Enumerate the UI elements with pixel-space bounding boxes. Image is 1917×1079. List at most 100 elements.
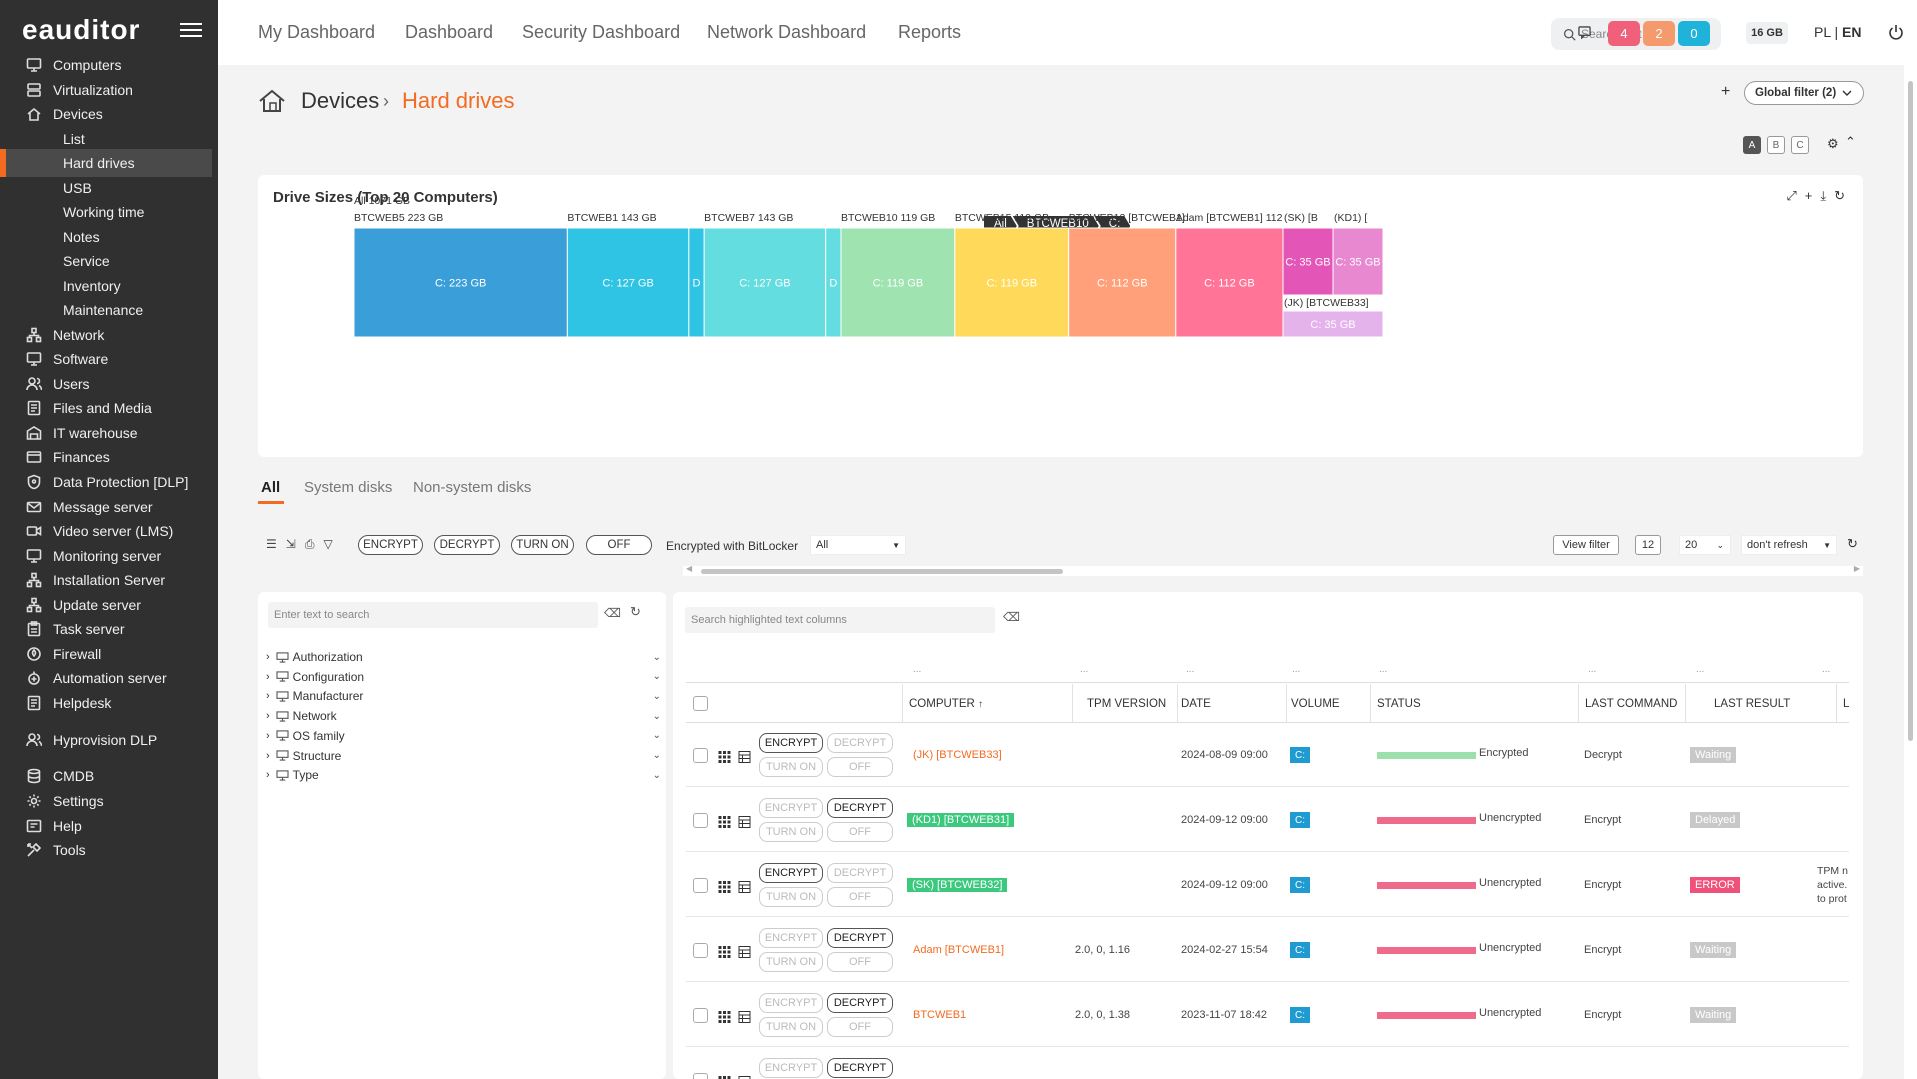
column-menu-icon[interactable]: ...	[1822, 664, 1831, 675]
table-details-icon[interactable]	[738, 750, 751, 763]
sidebar-item-network[interactable]: Network	[0, 321, 212, 349]
add-icon[interactable]: +	[1721, 83, 1731, 100]
sidebar-item-settings[interactable]: Settings	[0, 787, 212, 815]
row-encrypt-button[interactable]: ENCRYPT	[759, 993, 823, 1013]
add-icon[interactable]: +	[1804, 188, 1813, 203]
alert-badge-blue[interactable]: 0	[1678, 21, 1710, 46]
treemap-cell[interactable]	[353, 227, 568, 338]
nav-security-dashboard[interactable]: Security Dashboard	[522, 22, 681, 42]
table-row[interactable]	[686, 787, 1849, 852]
row-encrypt-button[interactable]: ENCRYPT	[759, 863, 823, 883]
sidebar-item-message-server[interactable]: Message server	[0, 493, 212, 521]
sidebar-item-automation-server[interactable]: Automation server	[0, 664, 212, 692]
chevron-down-icon[interactable]: ⌄	[652, 671, 661, 683]
treemap-cell[interactable]	[1332, 227, 1384, 296]
table-details-icon[interactable]	[738, 815, 751, 828]
column-separator[interactable]	[1177, 684, 1178, 722]
off-all-button[interactable]: OFF	[586, 535, 652, 555]
row-decrypt-button[interactable]: DECRYPT	[827, 993, 893, 1013]
view-filter-button[interactable]: View filter	[1553, 535, 1619, 555]
tab-all[interactable]: All	[261, 479, 281, 496]
row-off-button[interactable]: OFF	[827, 822, 893, 842]
row-checkbox[interactable]	[693, 748, 708, 763]
filter-group-os-family[interactable]: › OS family ⌄	[266, 729, 661, 743]
filter-group-structure[interactable]: › Structure ⌄	[266, 749, 661, 763]
sidebar-item-users[interactable]: Users	[0, 370, 212, 398]
sidebar-item-virtualization[interactable]: Virtualization	[0, 76, 212, 104]
chevron-down-icon[interactable]: ⌄	[652, 730, 661, 742]
decrypt-all-button[interactable]: DECRYPT	[434, 535, 500, 555]
sidebar-item-help[interactable]: Help	[0, 812, 212, 840]
vscroll-thumb[interactable]	[1908, 81, 1913, 741]
table-row[interactable]	[686, 722, 1849, 787]
sidebar-item-hyprovision-dlp[interactable]: Hyprovision DLP	[0, 726, 212, 754]
column-header-l[interactable]: L	[1843, 698, 1849, 710]
row-encrypt-button[interactable]: ENCRYPT	[759, 733, 823, 753]
sidebar-item-monitoring-server[interactable]: Monitoring server	[0, 542, 212, 570]
chevron-down-icon[interactable]: ⌄	[652, 750, 661, 761]
sidebar-item-tools[interactable]: Tools	[0, 836, 212, 864]
sidebar-item-update-server[interactable]: Update server	[0, 591, 212, 619]
tab-system-disks[interactable]: System disks	[304, 479, 393, 496]
table-details-icon[interactable]	[738, 945, 751, 958]
chevron-right-icon[interactable]: ›	[266, 729, 270, 742]
sidebar-item-working-time[interactable]: Working time	[0, 198, 212, 226]
tree-view-icon[interactable]: ☰	[266, 537, 277, 551]
filter-group-authorization[interactable]: › Authorization ⌄	[266, 650, 661, 664]
sidebar-item-inventory[interactable]: Inventory	[0, 272, 212, 300]
column-header-tpm-version[interactable]: TPM VERSION	[1087, 698, 1166, 710]
filter-group-network[interactable]: › Network ⌄	[266, 709, 661, 723]
scroll-left-icon[interactable]: ◀	[686, 564, 693, 573]
home-icon[interactable]	[258, 88, 288, 114]
sidebar-item-data-protection-dlp[interactable]: Data Protection [DLP]	[0, 468, 212, 496]
chevron-down-icon[interactable]: ⌄	[652, 690, 661, 702]
turn-on-all-button[interactable]: TURN ON	[511, 535, 574, 555]
column-menu-icon[interactable]: ...	[1588, 664, 1597, 675]
table-row[interactable]	[686, 917, 1849, 982]
lang-en[interactable]: EN	[1842, 24, 1862, 40]
treemap-cell[interactable]	[703, 227, 827, 338]
row-checkbox[interactable]	[693, 1073, 708, 1079]
encrypt-all-button[interactable]: ENCRYPT	[358, 535, 423, 555]
nav-reports[interactable]: Reports	[898, 22, 962, 42]
chevron-right-icon[interactable]: ›	[266, 670, 270, 683]
layout-b-button[interactable]: B	[1767, 136, 1785, 154]
row-decrypt-button[interactable]: DECRYPT	[827, 863, 893, 883]
sidebar-item-installation-server[interactable]: Installation Server	[0, 566, 212, 594]
chevron-down-icon[interactable]: ⌄	[652, 651, 661, 663]
treemap-cell[interactable]	[566, 227, 690, 338]
filter-group-configuration[interactable]: › Configuration ⌄	[266, 670, 661, 684]
column-separator[interactable]	[1578, 684, 1579, 722]
computer-link[interactable]: (JK) [BTCWEB33]	[913, 749, 1002, 761]
sidebar-item-finances[interactable]: Finances	[0, 443, 212, 471]
computer-link[interactable]: Adam [BTCWEB1]	[913, 944, 1005, 956]
export-icon[interactable]: ⇲	[285, 537, 296, 551]
chevron-right-icon[interactable]: ›	[266, 710, 270, 723]
computer-link[interactable]: BTCWEB1	[913, 1009, 967, 1021]
table-row[interactable]	[686, 852, 1849, 917]
bitlocker-select[interactable]: All ▼	[810, 535, 906, 555]
filter-group-type[interactable]: › Type ⌄	[266, 768, 661, 782]
chevron-down-icon[interactable]: ⌄	[652, 769, 661, 781]
sidebar-item-cmdb[interactable]: CMDB	[0, 762, 212, 790]
column-menu-icon[interactable]: ...	[1186, 664, 1195, 675]
grid-menu-icon[interactable]	[718, 815, 731, 828]
refresh-icon[interactable]: ↻	[1834, 188, 1845, 203]
chevron-right-icon[interactable]: ›	[266, 690, 270, 703]
row-checkbox[interactable]	[693, 878, 708, 893]
grid-menu-icon[interactable]	[718, 945, 731, 958]
page-size-select[interactable]: 20 ⌄	[1679, 535, 1731, 555]
column-header-status[interactable]: STATUS	[1377, 698, 1421, 710]
chevron-down-icon[interactable]: ⌄	[652, 710, 661, 722]
treemap-cell[interactable]	[1282, 310, 1384, 338]
row-off-button[interactable]: OFF	[827, 1017, 893, 1037]
column-menu-icon[interactable]: ...	[1292, 664, 1301, 675]
column-header-date[interactable]: DATE	[1181, 698, 1211, 710]
table-hscrollbar[interactable]: ◀ ▶	[683, 564, 1863, 576]
clear-icon[interactable]: ⌫	[604, 606, 621, 620]
table-details-icon[interactable]	[738, 880, 751, 893]
breadcrumb-parent[interactable]: Devices	[301, 88, 380, 113]
select-all-checkbox[interactable]	[693, 696, 708, 711]
menu-toggle-icon[interactable]	[180, 20, 202, 40]
sidebar-item-task-server[interactable]: Task server	[0, 615, 212, 643]
